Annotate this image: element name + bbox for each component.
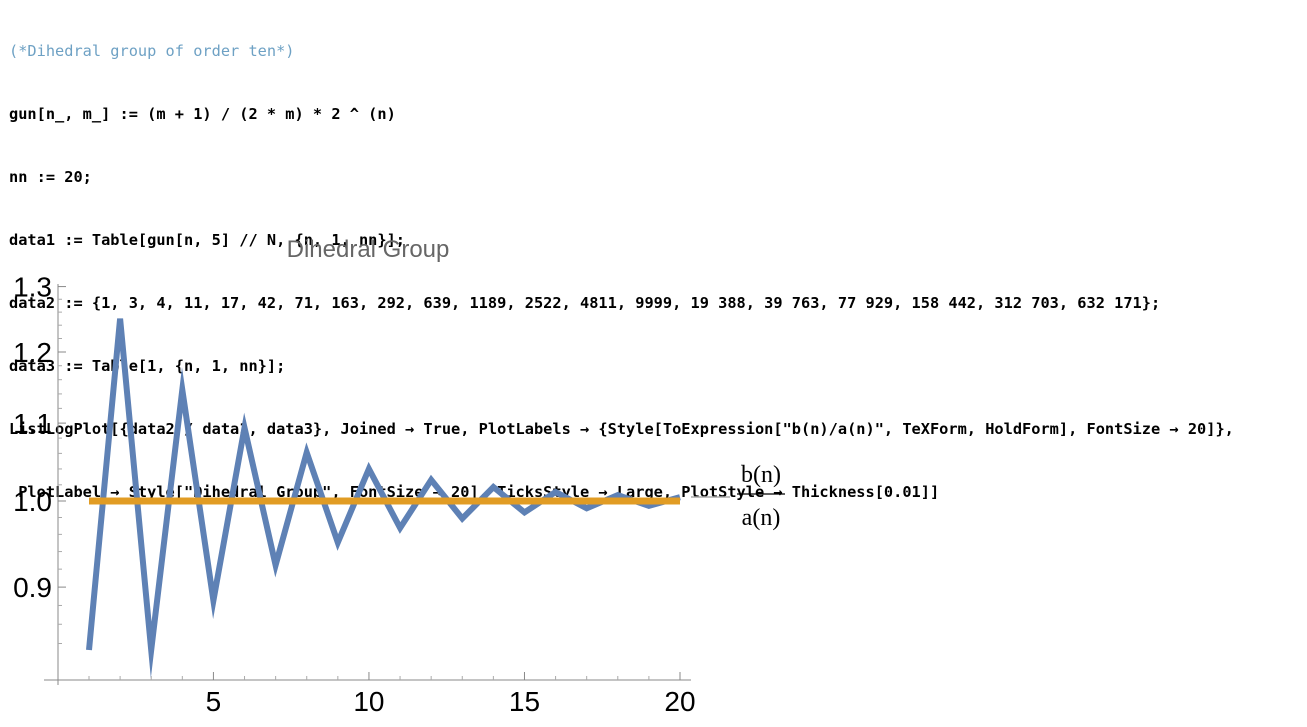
- code-comment: (*Dihedral group of order ten*): [9, 42, 295, 60]
- x-tick-label: 20: [664, 686, 695, 717]
- plot-axes: [44, 284, 691, 685]
- x-tick-label: 15: [509, 686, 540, 717]
- y-tick-label: 1.3: [13, 272, 52, 303]
- x-tick-label: 10: [353, 686, 384, 717]
- plot-label-denominator: a(n): [742, 505, 781, 531]
- tick-labels: 0.9 1.0 1.1 1.2 1.3 5 10 15 20: [13, 272, 696, 717]
- code-line-data2[interactable]: data2 := {1, 3, 4, 11, 17, 42, 71, 163, …: [9, 294, 1161, 312]
- x-tick-label: 5: [206, 686, 222, 717]
- y-tick-label: 1.2: [13, 337, 52, 368]
- y-tick-label: 1.1: [13, 408, 52, 439]
- plot-series: [86, 318, 681, 679]
- code-line-data3[interactable]: data3 := Table[1, {n, 1, nn}];: [9, 357, 286, 375]
- code-line-gun-definition[interactable]: gun[n_, m_] := (m + 1) / (2 * m) * 2 ^ (…: [9, 105, 396, 123]
- code-line-data1[interactable]: data1 := Table[gun[n, 5] // N, {n, 1, nn…: [9, 231, 406, 249]
- series-line-ratio: [86, 318, 681, 679]
- code-line-nn[interactable]: nn := 20;: [9, 168, 92, 186]
- y-tick-label: 1.0: [13, 486, 52, 517]
- y-tick-label: 0.9: [13, 572, 52, 603]
- plot-title: Dihedral Group: [287, 236, 450, 263]
- plot-label-numerator: b(n): [741, 462, 781, 488]
